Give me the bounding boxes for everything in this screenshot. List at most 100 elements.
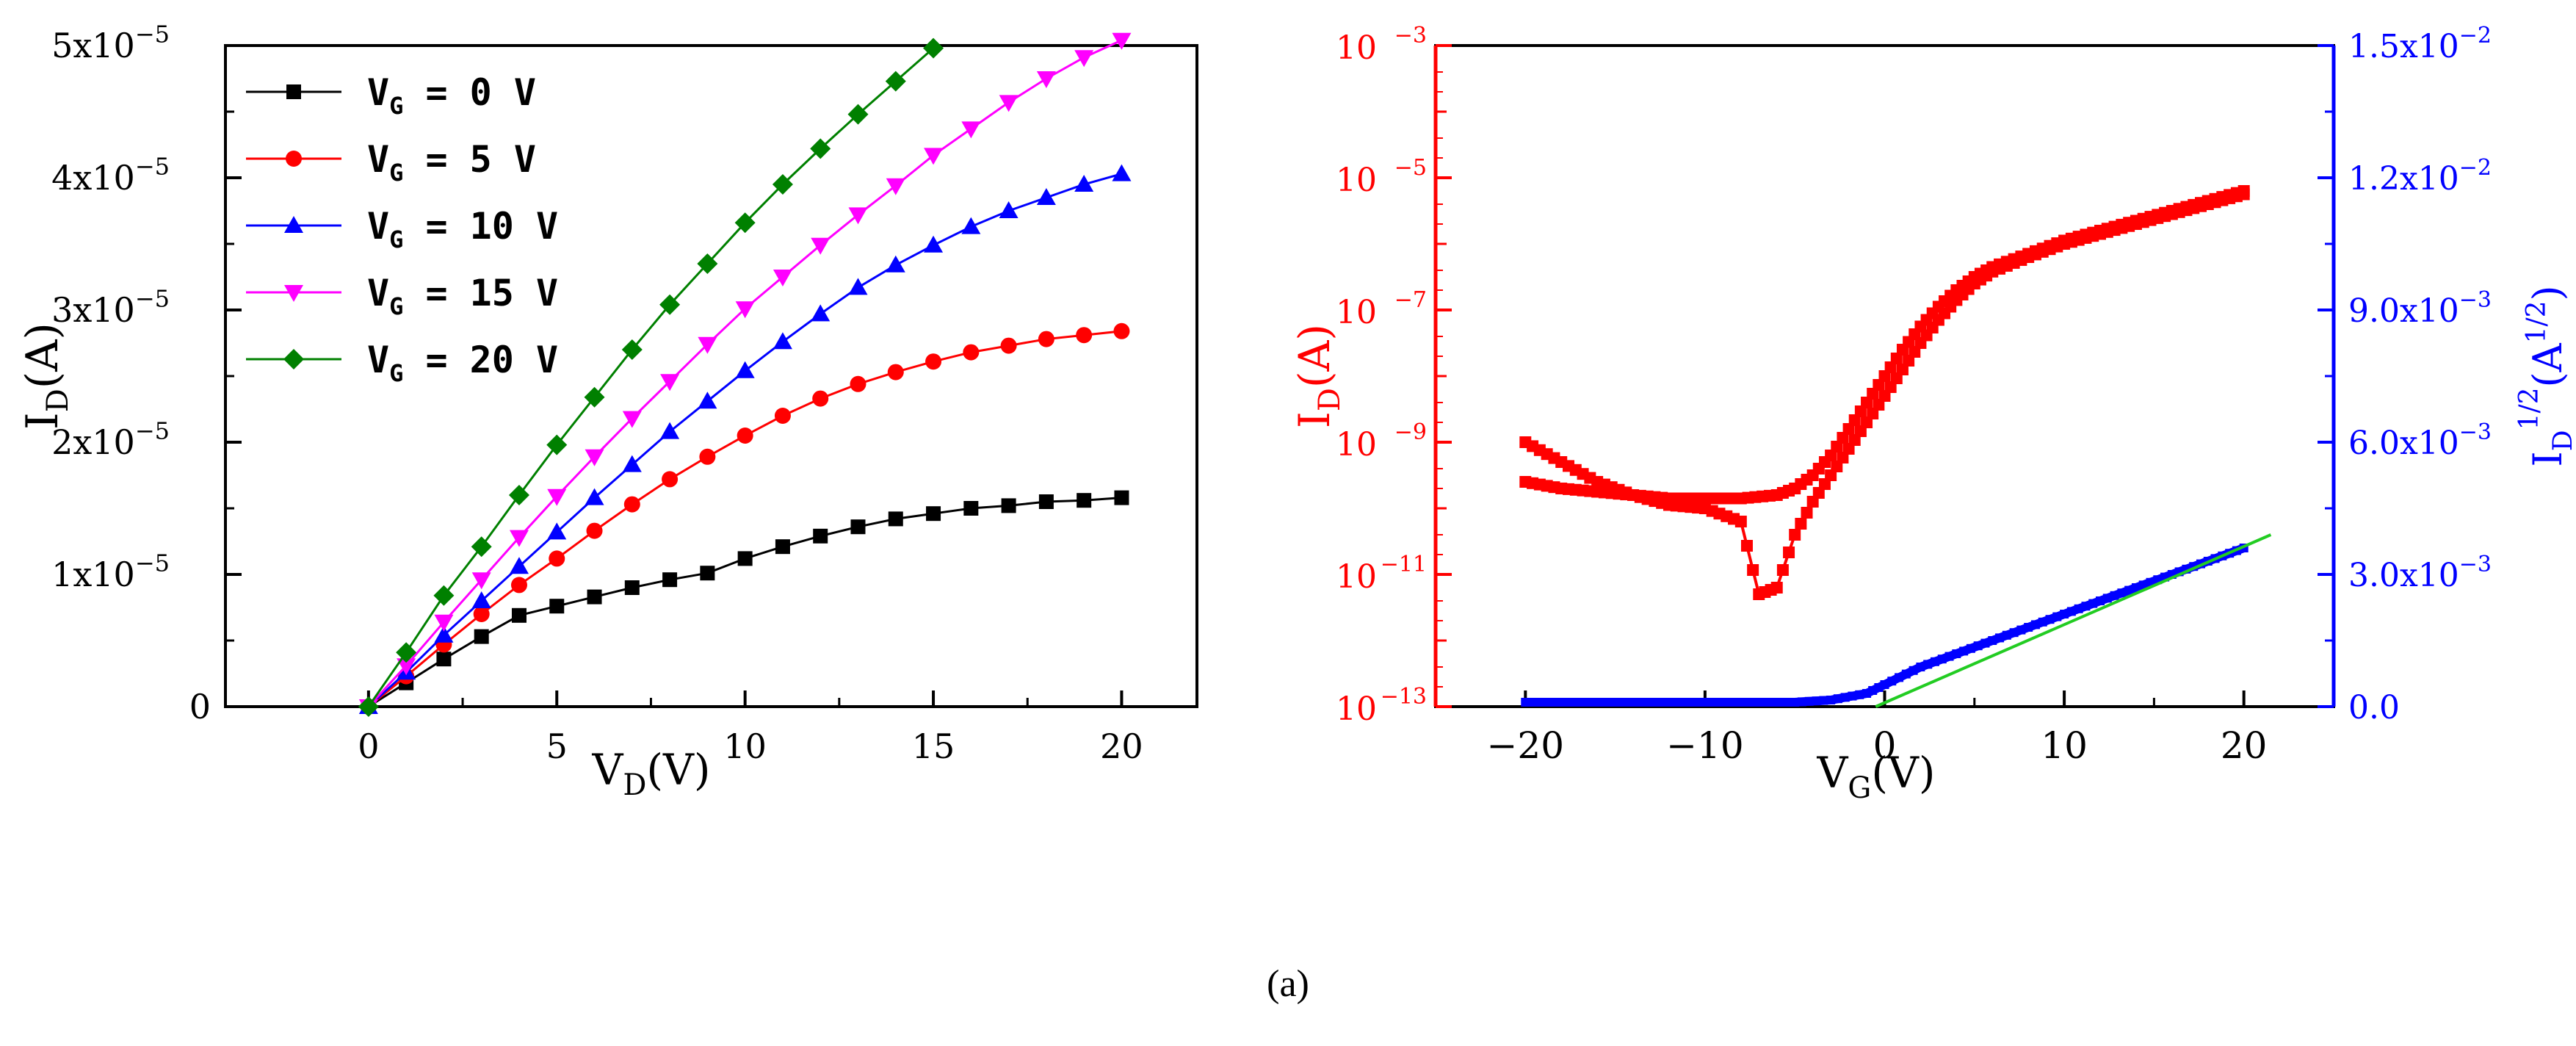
data-point-triangle-up: [924, 235, 944, 253]
tick-label-base: 1x10: [51, 555, 135, 594]
right-tick-label: 3.0x10−3: [2348, 552, 2492, 594]
id-log-point: [1747, 564, 1759, 576]
data-point-triangle-down: [471, 572, 491, 590]
data-point-square: [624, 580, 640, 595]
data-point-diamond: [546, 434, 568, 455]
data-point-circle: [699, 448, 716, 465]
data-point-circle: [662, 471, 679, 488]
legend-label-main: V: [367, 272, 389, 314]
output-chart-series-group: [358, 32, 1132, 717]
left-tick-exponent: −7: [1394, 287, 1427, 313]
sqrt-id-point: [1714, 698, 1723, 707]
data-point-triangle-up: [999, 201, 1019, 218]
data-point-triangle-up: [773, 332, 792, 350]
output-chart-x-axis-title: VD(V): [591, 745, 710, 802]
x-tick-label: 20: [2221, 724, 2268, 767]
legend-label: VG = 10 V: [367, 205, 558, 253]
x-tick-label: 5: [546, 726, 568, 766]
legend-label-tail: = 0 V: [403, 71, 536, 114]
data-point-circle: [510, 577, 527, 594]
data-point-circle: [850, 375, 866, 392]
x-tick-label: 0: [358, 726, 379, 766]
data-point-triangle-up: [622, 455, 642, 472]
tick-label-exponent: −3: [2459, 287, 2492, 313]
sqrt-id-point: [2081, 602, 2091, 611]
sqrt-id-point: [1840, 693, 1850, 702]
data-point-triangle-down: [1074, 50, 1094, 68]
data-point-diamond: [810, 138, 831, 159]
sqrt-id-point: [1783, 698, 1792, 707]
legend-label: VG = 20 V: [367, 339, 558, 387]
sqrt-id-point: [1980, 638, 1990, 648]
data-point-triangle-up: [1074, 175, 1094, 192]
sqrt-id-point: [2117, 588, 2127, 598]
data-point-diamond: [471, 536, 492, 558]
sqrt-id-point: [1596, 698, 1606, 707]
legend-label-main: V: [367, 138, 389, 181]
left-tick-exponent: −9: [1394, 419, 1427, 445]
left-tick-label: 10: [1336, 294, 1377, 331]
data-point-square: [926, 506, 941, 522]
id-log-point: [1795, 518, 1807, 530]
sqrt-id-point: [1797, 697, 1806, 707]
id-log-point: [1801, 507, 1813, 519]
data-point-diamond: [923, 37, 944, 59]
sqrt-id-point: [1901, 669, 1911, 679]
tick-label-exponent: −3: [2459, 552, 2492, 577]
sqrt-id-point: [1762, 698, 1772, 707]
sqrt-id-point: [2102, 594, 2112, 603]
tick-label-base: 0: [189, 687, 211, 726]
data-point-circle: [1113, 322, 1130, 339]
data-point-triangle-up: [698, 392, 717, 409]
tick-label-base: 5x10: [51, 26, 135, 65]
data-point-triangle-up: [735, 361, 755, 378]
id-log-point: [2237, 188, 2250, 201]
data-point-square: [737, 551, 753, 566]
legend-label-sub: G: [389, 292, 403, 320]
data-point-square: [474, 629, 489, 644]
sqrt-id-point: [1638, 698, 1648, 707]
sqrt-id-point: [1880, 680, 1889, 689]
sqrt-id-point: [2016, 625, 2026, 635]
tick-label-base: 10: [1336, 294, 1377, 331]
data-point-square: [775, 539, 790, 555]
sqrt-id-point: [1966, 643, 1975, 653]
sqrt-id-point: [2009, 628, 2019, 638]
sqrt-id-point: [1576, 698, 1585, 707]
sqrt-id-point: [1769, 698, 1779, 707]
data-point-circle: [586, 522, 603, 539]
tick-label-base: 10: [1336, 29, 1377, 67]
sqrt-id-point: [1645, 698, 1654, 707]
legend-label-sub: G: [389, 92, 403, 120]
data-point-triangle-down: [284, 285, 303, 302]
data-point-circle: [1038, 331, 1054, 347]
data-point-diamond: [283, 349, 304, 369]
tick-label-base: 10: [1336, 558, 1377, 596]
sqrt-id-point: [1776, 698, 1786, 707]
tick-label-base: 0.0: [2348, 689, 2400, 726]
data-point-circle: [925, 353, 942, 370]
sqrt-id-point: [2030, 620, 2040, 630]
sqrt-id-point: [1562, 698, 1571, 707]
data-point-diamond: [697, 253, 718, 274]
legend-label-tail: = 10 V: [403, 205, 558, 248]
data-point-square: [662, 572, 678, 588]
legend-label-tail: = 20 V: [403, 339, 558, 381]
legend-label-sub: G: [389, 226, 403, 253]
sqrt-id-point: [1937, 654, 1947, 664]
data-point-circle: [887, 364, 904, 380]
sqrt-id-point: [1569, 698, 1579, 707]
sqrt-id-point: [1728, 698, 1737, 707]
data-point-triangle-up: [1036, 188, 1056, 205]
data-point-triangle-down: [999, 95, 1019, 112]
data-point-triangle-down: [397, 658, 416, 676]
x-tick-label: 15: [912, 726, 955, 766]
data-point-circle: [1000, 337, 1017, 354]
sqrt-id-point: [1521, 698, 1530, 707]
data-point-triangle-down: [924, 148, 944, 165]
transfer-chart-right-axis: 0.03.0x10−36.0x10−39.0x10−31.2x10−21.5x1…: [2318, 23, 2492, 726]
data-point-triangle-down: [848, 207, 868, 225]
sqrt-id-point: [1973, 641, 1983, 651]
sqrt-id-point: [1734, 698, 1744, 707]
